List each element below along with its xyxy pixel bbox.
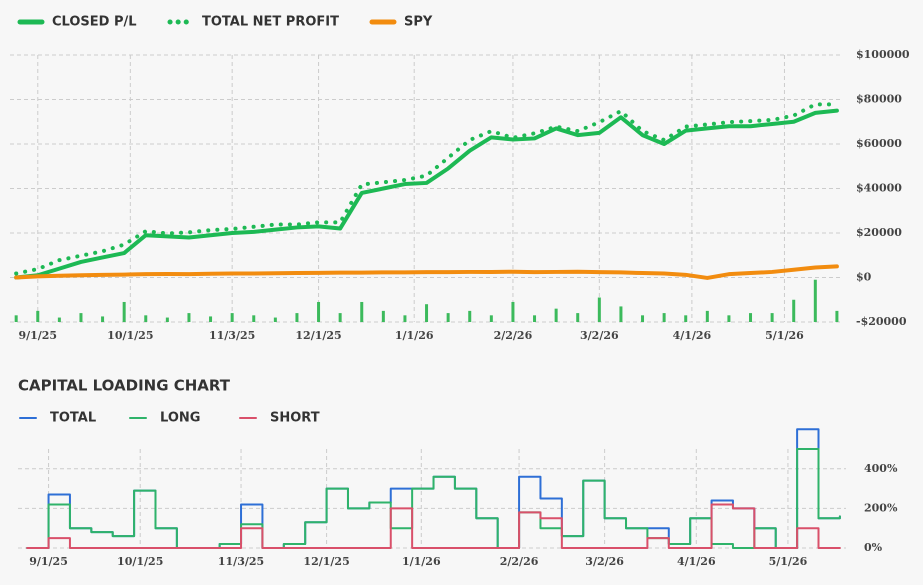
bar [749, 313, 753, 322]
y-tick-label: $80000 [856, 93, 902, 106]
bar [144, 315, 148, 322]
bar [122, 301, 126, 322]
bar [79, 313, 83, 322]
x-tick-label: 3/2/26 [580, 329, 619, 342]
bar [619, 306, 623, 322]
x-tick-label: 5/1/26 [765, 329, 804, 342]
y-tick-label: 400% [864, 462, 898, 475]
x-tick-label: 4/1/26 [673, 329, 712, 342]
series-line [14, 108, 839, 280]
x-tick-label: 10/1/25 [117, 555, 163, 568]
bar [705, 310, 709, 322]
legend-label: CLOSED P/L [52, 15, 137, 30]
y-tick-label: $40000 [856, 182, 902, 195]
x-tick-label: 2/2/26 [494, 329, 533, 342]
bar [403, 315, 407, 322]
x-tick-label: 1/1/26 [402, 555, 441, 568]
bar [792, 299, 796, 322]
bar [209, 316, 213, 322]
legend-label: TOTAL NET PROFIT [202, 15, 339, 30]
y-tick-label: $20000 [856, 226, 902, 239]
bar [813, 279, 817, 322]
series-line [14, 264, 839, 280]
y-tick-label: $0 [856, 271, 872, 284]
legend-label: SHORT [270, 411, 320, 426]
x-tick-label: 5/1/26 [769, 555, 808, 568]
y-tick-label: 200% [864, 501, 898, 514]
series-line [26, 503, 841, 549]
bar [187, 313, 191, 322]
bar [554, 308, 558, 322]
chart-title: CAPITAL LOADING CHART [18, 377, 231, 395]
x-tick-label: 12/1/25 [295, 329, 341, 342]
bar [835, 310, 839, 322]
bar [57, 317, 61, 322]
legend-label: LONG [160, 411, 200, 426]
bar [770, 313, 774, 322]
x-tick-label: 4/1/26 [677, 555, 716, 568]
bar [641, 315, 645, 322]
x-tick-label: 9/1/25 [18, 329, 57, 342]
x-tick-label: 1/1/26 [395, 329, 434, 342]
y-tick-label: $60000 [856, 137, 902, 150]
y-tick-label: -$20000 [856, 315, 907, 328]
bar [446, 313, 450, 322]
bar [425, 304, 429, 322]
bar [576, 313, 580, 322]
y-tick-label: 0% [864, 541, 883, 554]
bar [165, 317, 169, 322]
bar [252, 315, 256, 322]
bar [101, 316, 105, 322]
bar [727, 315, 731, 322]
bar [597, 297, 601, 322]
x-tick-label: 10/1/25 [107, 329, 153, 342]
bar [36, 310, 40, 322]
x-tick-label: 3/2/26 [585, 555, 624, 568]
x-tick-label: 11/3/25 [209, 329, 255, 342]
x-tick-label: 9/1/25 [29, 555, 68, 568]
x-tick-label: 11/3/25 [218, 555, 264, 568]
bar [489, 315, 493, 322]
bar [273, 317, 277, 322]
bar [360, 301, 364, 322]
bar [317, 301, 321, 322]
bar [14, 315, 18, 322]
legend-label: TOTAL [50, 411, 96, 426]
legend-label: SPY [404, 15, 433, 30]
bar [338, 313, 342, 322]
bar [533, 315, 537, 322]
bar [230, 313, 234, 322]
bar [511, 301, 515, 322]
bar [295, 313, 299, 322]
x-tick-label: 12/1/25 [303, 555, 349, 568]
y-tick-label: $100000 [856, 48, 910, 61]
bar [381, 310, 385, 322]
bar [662, 313, 666, 322]
series-line [14, 102, 839, 276]
bar [468, 310, 472, 322]
bar [684, 315, 688, 322]
x-tick-label: 2/2/26 [500, 555, 539, 568]
